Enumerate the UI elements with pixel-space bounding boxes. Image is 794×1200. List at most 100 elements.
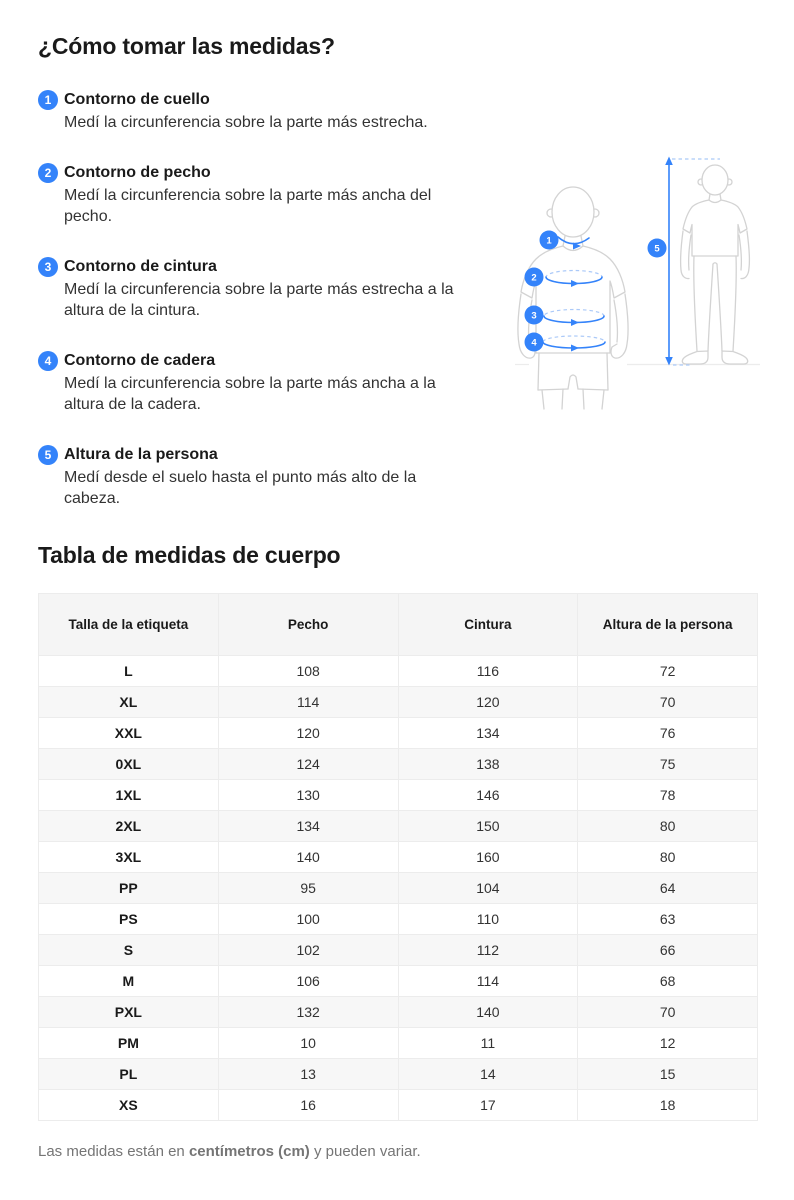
cell-size-label: 2XL [38,810,219,842]
cell-chest: 114 [217,686,399,718]
cell-size-label: PS [38,903,219,935]
instruction-title: Contorno de cintura [64,258,217,275]
cell-waist: 17 [397,1089,579,1121]
cell-height: 70 [577,996,758,1028]
cell-waist: 112 [397,934,579,966]
cell-size-label: PXL [38,996,219,1028]
cell-chest: 120 [217,717,399,749]
instruction-number-badge: 4 [38,351,58,371]
cell-height: 64 [577,872,758,904]
instruction-item: 4 Contorno de cadera Medí la circunferen… [38,351,508,415]
instruction-item: 2 Contorno de pecho Medí la circunferenc… [38,163,508,227]
cell-waist: 114 [397,965,579,997]
cell-height: 12 [577,1027,758,1059]
table-row: 3XL 140 160 80 [38,841,758,873]
cell-chest: 13 [217,1058,399,1090]
cell-waist: 120 [397,686,579,718]
cell-height: 68 [577,965,758,997]
table-row: 2XL 134 150 80 [38,810,758,842]
cell-height: 75 [577,748,758,780]
instruction-item: 1 Contorno de cuello Medí la circunferen… [38,90,508,133]
cell-size-label: 3XL [38,841,219,873]
measurement-figure-illustration: 1 2 3 4 5 [515,156,760,410]
chest-measure-line [545,269,603,287]
svg-text:4: 4 [531,338,537,349]
cell-waist: 11 [397,1027,579,1059]
units-note-suffix: y pueden variar. [309,1143,421,1160]
cell-chest: 134 [217,810,399,842]
svg-text:5: 5 [654,244,660,255]
cell-size-label: XL [38,686,219,718]
instruction-description: Medí la circunferencia sobre la parte má… [64,114,428,131]
instruction-title: Contorno de pecho [64,164,211,181]
cell-size-label: PL [38,1058,219,1090]
cell-chest: 108 [217,655,399,687]
column-header-chest: Pecho [217,593,399,656]
table-row: 0XL 124 138 75 [38,748,758,780]
cell-height: 66 [577,934,758,966]
cell-height: 70 [577,686,758,718]
cell-chest: 140 [217,841,399,873]
table-row: XXL 120 134 76 [38,717,758,749]
cell-chest: 106 [217,965,399,997]
instruction-description: Medí desde el suelo hasta el punto más a… [64,469,417,507]
cell-size-label: M [38,965,219,997]
cell-size-label: PP [38,872,219,904]
hip-measure-badge: 4 [524,332,544,352]
table-row: S 102 112 66 [38,934,758,966]
cell-chest: 130 [217,779,399,811]
table-row: PXL 132 140 70 [38,996,758,1028]
table-row: 1XL 130 146 78 [38,779,758,811]
size-table: Talla de la etiqueta Pecho Cintura Altur… [38,593,758,1121]
cell-size-label: PM [38,1027,219,1059]
height-measure-line [665,156,720,366]
instruction-description: Medí la circunferencia sobre la parte má… [64,187,432,225]
cell-height: 72 [577,655,758,687]
svg-text:2: 2 [531,273,536,284]
cell-height: 80 [577,810,758,842]
size-table-body: L 108 116 72 XL 114 120 70 XXL 120 134 7… [38,655,758,1121]
figure-full-body [679,164,751,365]
table-row: XS 16 17 18 [38,1089,758,1121]
waist-measure-line [543,308,605,326]
cell-height: 76 [577,717,758,749]
instruction-number-badge: 1 [38,90,58,110]
neck-measure-line [557,236,590,250]
svg-text:1: 1 [546,236,552,247]
column-header-size-label: Talla de la etiqueta [38,593,219,656]
size-table-header: Talla de la etiqueta Pecho Cintura Altur… [38,593,758,656]
cell-size-label: XS [38,1089,219,1121]
instruction-number-badge: 3 [38,257,58,277]
cell-waist: 138 [397,748,579,780]
cell-waist: 146 [397,779,579,811]
cell-size-label: L [38,655,219,687]
table-row: XL 114 120 70 [38,686,758,718]
table-title: Tabla de medidas de cuerpo [38,542,341,568]
instruction-description: Medí la circunferencia sobre la parte má… [64,375,436,413]
cell-height: 78 [577,779,758,811]
cell-chest: 100 [217,903,399,935]
cell-height: 15 [577,1058,758,1090]
cell-waist: 140 [397,996,579,1028]
hip-measure-line [542,335,606,352]
instruction-item: 5 Altura de la persona Medí desde el sue… [38,445,508,509]
cell-waist: 110 [397,903,579,935]
cell-waist: 160 [397,841,579,873]
cell-waist: 150 [397,810,579,842]
cell-chest: 102 [217,934,399,966]
instruction-title: Contorno de cadera [64,352,216,369]
cell-chest: 16 [217,1089,399,1121]
cell-size-label: S [38,934,219,966]
svg-text:3: 3 [531,311,536,322]
column-header-height: Altura de la persona [577,593,758,656]
table-row: PS 100 110 63 [38,903,758,935]
neck-measure-badge: 1 [539,230,559,250]
cell-height: 63 [577,903,758,935]
cell-chest: 124 [217,748,399,780]
cell-size-label: 0XL [38,748,219,780]
instruction-title: Contorno de cuello [64,91,210,108]
cell-height: 80 [577,841,758,873]
cell-chest: 10 [217,1027,399,1059]
cell-chest: 95 [217,872,399,904]
